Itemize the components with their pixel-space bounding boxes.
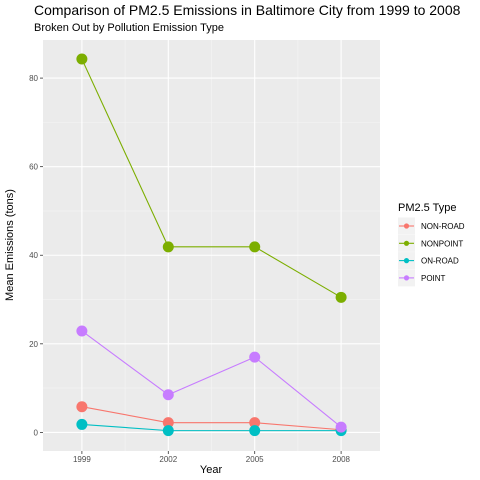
y-tick-label: 80 — [29, 74, 38, 83]
y-tick-label: 60 — [29, 163, 38, 172]
data-point-nonpoint — [335, 291, 347, 303]
legend: PM2.5 Type NON-ROAD NONPOINT ON-ROAD POINT — [398, 202, 465, 287]
legend-marker-nonpoint — [403, 240, 410, 246]
legend-label-nonpoint: NONPOINT — [421, 239, 463, 248]
x-tick-label: 1999 — [73, 455, 91, 464]
data-point-non-road — [249, 417, 261, 429]
series-line-non-road — [81, 406, 342, 431]
data-point-nonpoint — [249, 241, 261, 253]
data-point-point — [162, 389, 174, 401]
series-line-on-road — [81, 423, 342, 432]
series-layer — [76, 53, 347, 437]
legend-marker-on-road — [403, 258, 410, 264]
data-point-nonpoint — [76, 53, 88, 65]
y-tick-label: 0 — [34, 428, 39, 437]
y-tick-label: 20 — [29, 340, 38, 349]
chart-subtitle: Broken Out by Pollution Emission Type — [34, 22, 224, 34]
y-axis-title: Mean Emissions (tons) — [4, 189, 16, 301]
data-point-non-road — [162, 417, 174, 429]
series-line-point — [81, 330, 342, 428]
legend-marker-point — [403, 275, 410, 281]
data-point-point — [335, 421, 347, 433]
data-point-on-road — [76, 418, 88, 430]
legend-label-on-road: ON-ROAD — [421, 257, 459, 266]
legend-label-non-road: NON-ROAD — [421, 222, 465, 231]
data-point-point — [76, 325, 88, 337]
axis-ticks: 0 20 40 60 80 1999 2002 2005 2008 — [29, 74, 350, 464]
data-point-non-road — [76, 401, 88, 413]
x-tick-label: 2008 — [332, 455, 350, 464]
y-tick-label: 40 — [29, 251, 38, 260]
data-point-point — [249, 351, 261, 363]
data-point-on-road — [249, 425, 261, 437]
legend-marker-non-road — [403, 223, 410, 229]
legend-title: PM2.5 Type — [398, 202, 457, 214]
legend-label-point: POINT — [421, 274, 446, 283]
x-tick-label: 2002 — [159, 455, 177, 464]
x-tick-label: 2005 — [246, 455, 264, 464]
data-point-nonpoint — [162, 241, 174, 253]
chart-title: Comparison of PM2.5 Emissions in Baltimo… — [34, 2, 461, 18]
series-line-nonpoint — [81, 58, 342, 298]
x-axis-title: Year — [200, 464, 223, 476]
data-point-on-road — [162, 425, 174, 437]
